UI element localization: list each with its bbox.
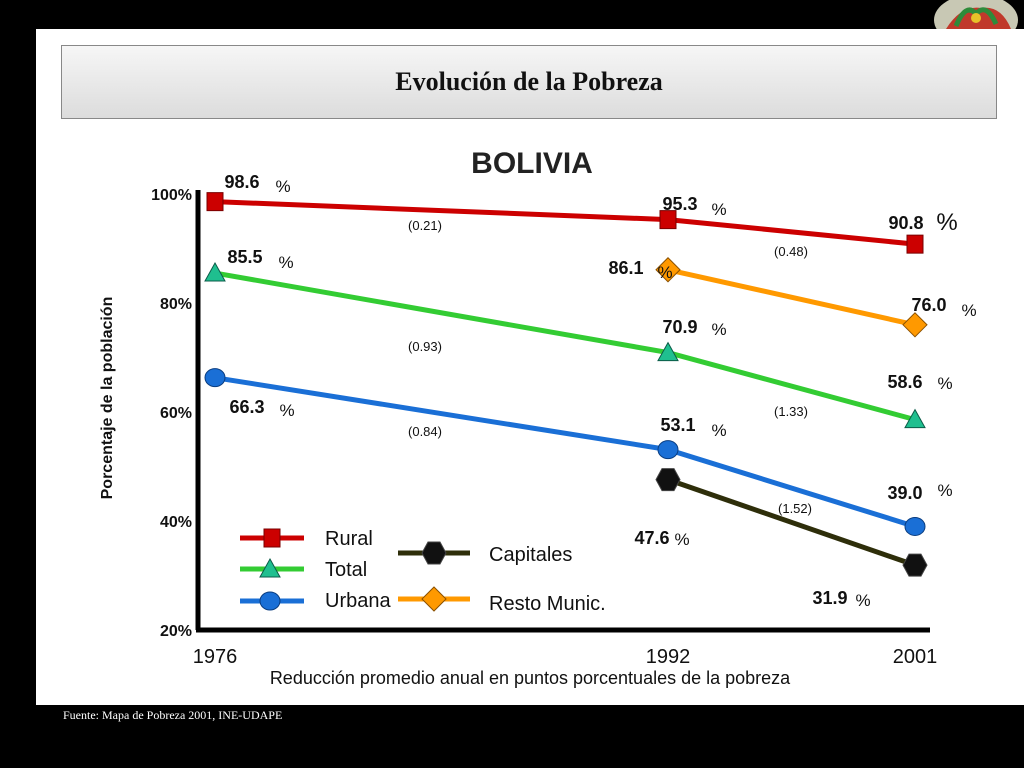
legend-label: Urbana xyxy=(325,590,391,612)
legend-marker xyxy=(259,591,281,611)
data-point xyxy=(906,234,924,254)
data-point xyxy=(655,257,681,283)
data-point xyxy=(659,210,677,230)
source-note: Fuente: Mapa de Pobreza 2001, INE-UDAPE xyxy=(63,708,283,722)
legend-label: Rural xyxy=(325,528,373,550)
data-label-unit: % xyxy=(855,591,870,610)
data-label-unit: % xyxy=(936,209,957,236)
data-label: 90.8 xyxy=(888,213,923,233)
x-tick-label: 1992 xyxy=(646,646,691,668)
x-axis-label: Reducción promedio anual en puntos porce… xyxy=(270,668,791,688)
data-label-unit: % xyxy=(674,530,689,549)
legend-label: Capitales xyxy=(489,544,572,566)
data-point xyxy=(657,440,679,460)
data-label-unit: % xyxy=(711,200,726,219)
series-line-capitales xyxy=(667,477,916,568)
data-label: 76.0 xyxy=(911,295,946,315)
x-tick-label: 2001 xyxy=(893,646,938,668)
data-label: 86.1 xyxy=(608,258,643,278)
y-tick-label: 20% xyxy=(160,623,192,640)
y-tick-label: 60% xyxy=(160,405,192,422)
rate-annotation: (1.33) xyxy=(774,404,808,419)
series-line-total xyxy=(214,270,916,423)
page-title: Evolución de la Pobreza xyxy=(395,67,663,96)
data-point xyxy=(904,516,926,536)
data-labels: 98.6 % 95.3 % 90.8 % 85.5 % 70.9 % 58.6 % 66.3 % 53.1%… xyxy=(224,172,976,610)
data-label: 31.9 xyxy=(812,588,847,608)
y-tick-label: 40% xyxy=(160,514,192,531)
data-label: 66.3 xyxy=(229,397,264,417)
data-label: 39.0 xyxy=(887,483,922,503)
y-axis-label: Porcentaje de la población xyxy=(99,297,116,500)
data-label-unit: % xyxy=(711,421,726,440)
data-label-unit: % xyxy=(275,177,290,196)
rate-annotation: (0.84) xyxy=(408,424,442,439)
x-tick-label: 1976 xyxy=(193,646,238,668)
bolivia-emblem-logo xyxy=(926,0,1024,29)
data-label: 95.3 xyxy=(662,194,697,214)
series-lines xyxy=(204,192,928,577)
y-tick-label: 100% xyxy=(151,187,192,204)
legend: Rural Total Urbana Capitales Resto Munic. xyxy=(240,528,606,615)
legend-label: Resto Munic. xyxy=(489,593,606,615)
title-banner: Evolución de la Pobreza xyxy=(61,45,997,119)
data-point xyxy=(206,192,224,212)
data-label-unit: % xyxy=(937,374,952,393)
legend-marker xyxy=(263,528,281,548)
series-line-resto-munic- xyxy=(667,267,916,328)
data-label-unit: % xyxy=(657,263,672,282)
legend-marker xyxy=(421,541,447,565)
data-label-unit: % xyxy=(961,301,976,320)
data-label-unit: % xyxy=(278,253,293,272)
data-point xyxy=(902,553,928,577)
data-label-unit: % xyxy=(279,401,294,420)
rate-annotation: (0.93) xyxy=(408,339,442,354)
data-label: 58.6 xyxy=(887,372,922,392)
data-label-unit: % xyxy=(711,320,726,339)
legend-marker xyxy=(259,557,281,578)
legend-marker xyxy=(421,586,447,612)
y-tick-label: 80% xyxy=(160,296,192,313)
rate-annotation: (1.52) xyxy=(778,501,812,516)
rate-annotation: (0.48) xyxy=(774,244,808,259)
legend-label: Total xyxy=(325,559,367,581)
chart-title: BOLIVIA xyxy=(471,147,593,180)
axes: 20% 40% 60% 80% 100% 1976 1992 2001 xyxy=(151,187,937,668)
data-label-unit: % xyxy=(937,481,952,500)
series-line-rural xyxy=(214,199,916,247)
data-point xyxy=(904,408,926,429)
data-point xyxy=(902,312,928,338)
data-label: 85.5 xyxy=(227,247,262,267)
data-label: 53.1 xyxy=(660,415,695,435)
data-label: 47.6 xyxy=(634,528,669,548)
data-point xyxy=(655,468,681,492)
data-point xyxy=(204,261,226,282)
slide: Evolución de la Pobreza xyxy=(36,29,1024,705)
data-point xyxy=(657,341,679,362)
data-point xyxy=(204,368,226,388)
data-label: 98.6 xyxy=(224,172,259,192)
data-label: 70.9 xyxy=(662,317,697,337)
rate-annotation: (0.21) xyxy=(408,218,442,233)
